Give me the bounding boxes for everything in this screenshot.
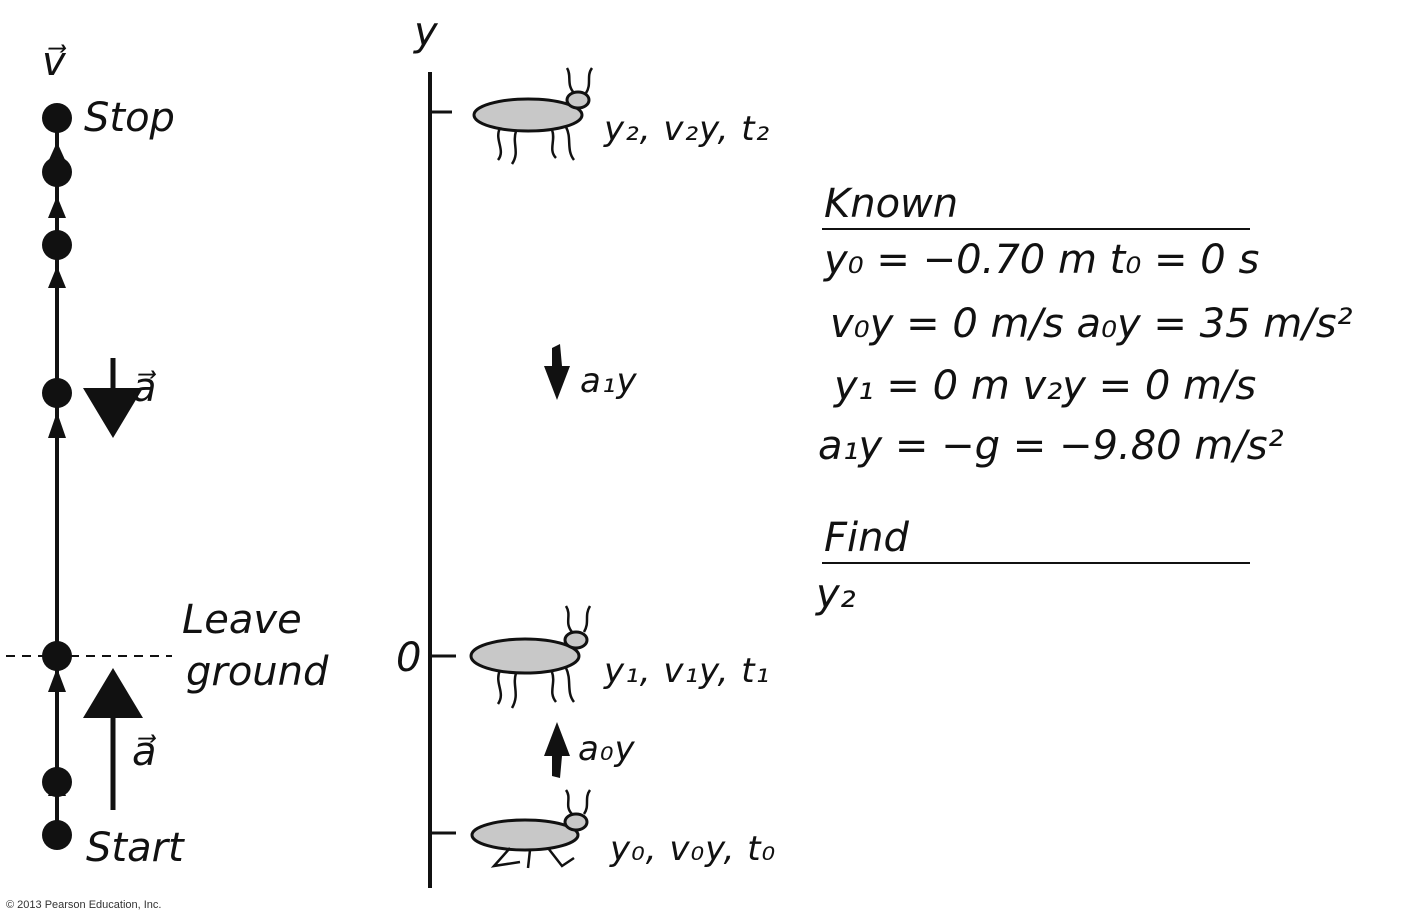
velocity-arrow-5 (48, 196, 66, 218)
accel-label-a1y: a₁y (580, 361, 638, 401)
leave-label-line1: Leave (182, 597, 302, 643)
y-axis-zero-label: 0 (396, 635, 422, 681)
find-heading: Find (824, 515, 909, 561)
motion-dots (42, 103, 72, 850)
find-rule (822, 562, 1250, 564)
grasshopper-middle (469, 605, 592, 709)
known-line-2: v₀y = 0 m/s a₀y = 35 m/s² (830, 301, 1353, 347)
motion-diagram (6, 103, 172, 850)
known-line-3: y₁ = 0 m v₂y = 0 m/s (834, 363, 1257, 409)
position-label-top: y₂, v₂y, t₂ (604, 109, 771, 149)
known-line-1: y₀ = −0.70 m t₀ = 0 s (824, 237, 1260, 283)
known-rule (822, 228, 1250, 230)
velocity-arrow-4 (48, 266, 66, 288)
copyright-text: © 2013 Pearson Education, Inc. (6, 899, 162, 911)
dot-4 (42, 378, 72, 408)
grasshopper-bottom (470, 789, 592, 869)
leave-label-line2: ground (186, 649, 329, 695)
position-label-middle: y₁, v₁y, t₁ (604, 651, 771, 691)
accel-arrow-a0y (544, 722, 570, 778)
accel-arrow-a1y (544, 344, 570, 400)
dot-6 (42, 157, 72, 187)
y-axis (428, 72, 456, 888)
grasshopper-top (472, 67, 594, 165)
y-axis-label: y (414, 9, 438, 55)
known-heading: Known (824, 181, 959, 227)
velocity-arrow-3 (48, 412, 66, 438)
accel-arrows-axis (544, 344, 570, 778)
dot-stop (42, 103, 72, 133)
find-line-1: y₂ (816, 571, 856, 617)
accel-label-bottom: a⃗ (132, 729, 157, 775)
position-label-bottom: y₀, v₀y, t₀ (610, 829, 777, 869)
stop-label: Stop (84, 95, 175, 141)
velocity-arrow-2 (48, 668, 66, 692)
velocity-arrow-6 (48, 142, 66, 162)
dot-2 (42, 767, 72, 797)
dot-5 (42, 230, 72, 260)
dot-start (42, 820, 72, 850)
velocity-label: v⃗ (42, 39, 66, 85)
accel-label-a0y: a₀y (578, 729, 636, 769)
start-label: Start (86, 825, 184, 871)
accel-label-top: a⃗ (132, 365, 157, 411)
known-line-4: a₁y = −g = −9.80 m/s² (818, 423, 1284, 469)
